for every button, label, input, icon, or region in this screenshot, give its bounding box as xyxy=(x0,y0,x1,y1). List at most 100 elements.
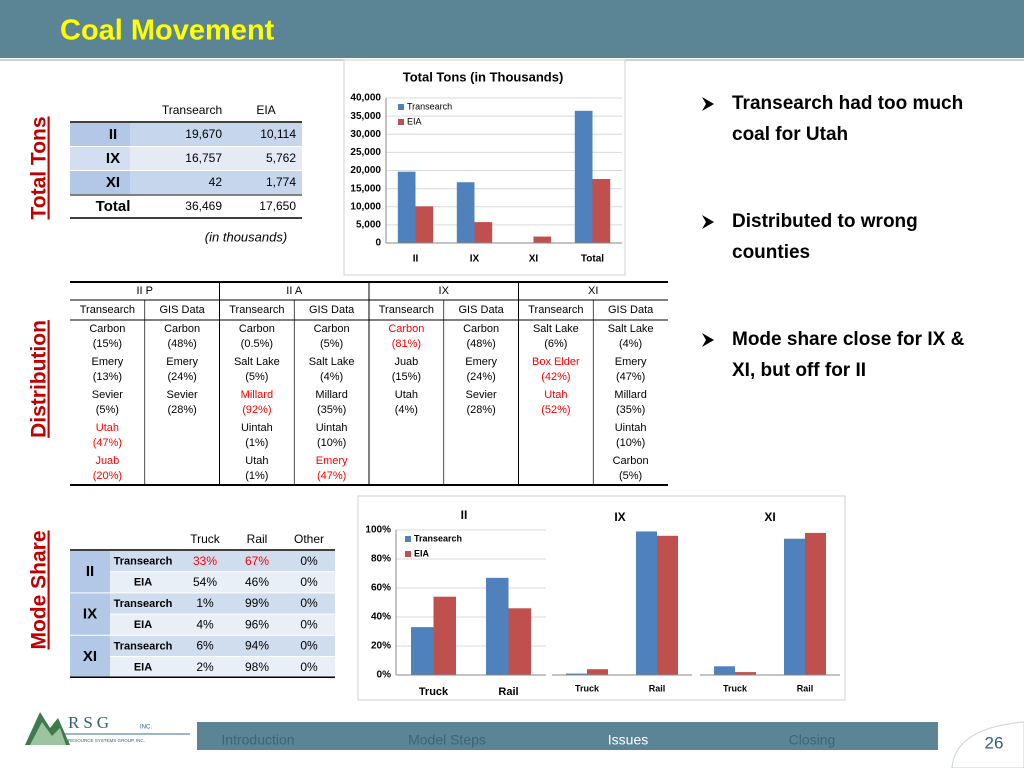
column-header: GIS Data xyxy=(309,304,355,316)
cell: 0% xyxy=(300,639,318,653)
county: Emery xyxy=(91,356,123,368)
county: Carbon xyxy=(388,323,424,335)
cell: 17,650 xyxy=(259,199,296,213)
county: Uintah xyxy=(316,422,348,434)
y-tick-label: 80% xyxy=(371,554,391,565)
bar xyxy=(486,577,509,675)
column-header: Transearch xyxy=(379,304,434,316)
legend-swatch xyxy=(405,551,411,557)
county-share: (1%) xyxy=(245,437,268,449)
table-row xyxy=(110,551,335,572)
table-row-label xyxy=(70,147,130,170)
bullet-text: coal for Utah xyxy=(732,124,848,145)
bar xyxy=(714,666,735,675)
bar xyxy=(735,672,756,675)
column-header: Transearch xyxy=(80,304,135,316)
cell: 42 xyxy=(209,175,223,189)
county: Emery xyxy=(316,455,348,467)
source-label: Transearch xyxy=(114,556,173,568)
cell: 19,670 xyxy=(185,127,222,141)
logo-name: RSG xyxy=(68,713,113,732)
chart-title: II xyxy=(461,508,468,522)
county: Sevier xyxy=(92,389,124,401)
county-share: (47%) xyxy=(93,437,122,449)
county-share: (0.5%) xyxy=(241,338,273,350)
county-share: (47%) xyxy=(317,470,346,482)
source-label: EIA xyxy=(134,662,152,674)
nav-bar xyxy=(197,722,938,750)
bar xyxy=(411,627,434,675)
county-share: (15%) xyxy=(93,338,122,350)
county: Juab xyxy=(95,455,119,467)
county: Emery xyxy=(615,356,647,368)
table-row-label xyxy=(70,123,130,146)
county-share: (28%) xyxy=(167,404,196,416)
table-header: Truck xyxy=(190,532,221,546)
group-header: II A xyxy=(286,285,303,297)
table-header: EIA xyxy=(256,103,275,117)
cell: 6% xyxy=(196,639,214,653)
nav-item: Issues xyxy=(608,732,648,748)
county-share: (4%) xyxy=(619,338,642,350)
bar xyxy=(592,179,611,243)
legend-swatch xyxy=(398,119,404,125)
county-share: (6%) xyxy=(544,338,567,350)
nav-item: Model Steps xyxy=(408,732,486,748)
county-share: (5%) xyxy=(320,338,343,350)
column-header: Transearch xyxy=(528,304,583,316)
county: Carbon xyxy=(164,323,200,335)
table-row xyxy=(110,635,335,656)
logo-tagline: RESOURCE SYSTEMS GROUP, INC. xyxy=(68,738,145,743)
x-tick-label: II xyxy=(413,254,419,265)
y-tick-label: 20% xyxy=(371,641,391,652)
y-tick-label: 10,000 xyxy=(350,201,381,212)
county: Carbon xyxy=(463,323,499,335)
table-row xyxy=(130,195,302,218)
nav-item: Introduction xyxy=(221,732,294,748)
county-share: (47%) xyxy=(616,371,645,383)
cell: 46% xyxy=(245,575,269,589)
bar xyxy=(636,531,657,675)
county-share: (4%) xyxy=(395,404,418,416)
county-share: (35%) xyxy=(317,404,346,416)
chart-frame xyxy=(343,59,626,276)
cell: 0% xyxy=(300,575,318,589)
side-label: Total Tons xyxy=(28,116,51,219)
table-header: Rail xyxy=(247,532,268,546)
bar xyxy=(587,669,608,675)
legend-label: EIA xyxy=(414,548,430,558)
cell: 98% xyxy=(245,660,269,674)
chart-title: Total Tons (in Thousands) xyxy=(403,69,564,84)
legend-label: Transearch xyxy=(414,533,462,543)
x-tick-label: Total xyxy=(581,254,604,265)
cell: 4% xyxy=(196,617,214,631)
table-row xyxy=(130,147,302,170)
table-row xyxy=(110,657,335,678)
y-tick-label: 20,000 xyxy=(350,165,381,176)
logo-suffix: INC. xyxy=(140,725,152,731)
legend-swatch xyxy=(398,104,404,110)
county-share: (48%) xyxy=(466,338,495,350)
county: Utah xyxy=(245,455,268,467)
x-tick-label: IX xyxy=(470,254,480,265)
x-tick-label: Rail xyxy=(498,686,518,698)
column-header: GIS Data xyxy=(160,304,206,316)
cell: 67% xyxy=(245,554,269,568)
county-share: (20%) xyxy=(93,470,122,482)
cell: 0% xyxy=(300,617,318,631)
table-row xyxy=(130,123,302,146)
bar xyxy=(508,608,531,675)
x-tick-label: Truck xyxy=(419,686,449,698)
y-tick-label: 30,000 xyxy=(350,129,381,140)
bar xyxy=(784,538,805,675)
bullet-arrow xyxy=(702,215,714,229)
column-header: GIS Data xyxy=(459,304,505,316)
county: Carbon xyxy=(314,323,350,335)
county-share: (24%) xyxy=(167,371,196,383)
county-share: (24%) xyxy=(466,371,495,383)
county-share: (10%) xyxy=(317,437,346,449)
table-row xyxy=(130,171,302,194)
bar xyxy=(415,206,434,243)
side-label: Mode Share xyxy=(28,530,51,649)
